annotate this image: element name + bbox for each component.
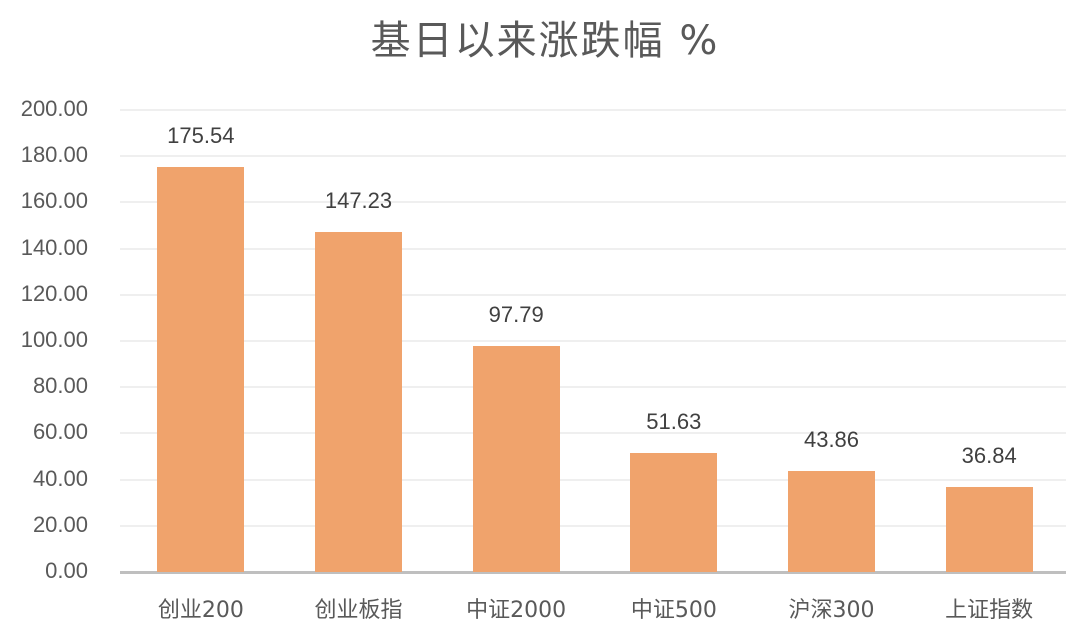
bar[interactable] xyxy=(472,346,560,572)
y-tick-label: 180.00 xyxy=(20,142,88,168)
y-tick-label: 40.00 xyxy=(32,465,88,491)
y-tick-label: 200.00 xyxy=(20,96,88,121)
gridline xyxy=(120,386,1066,389)
bar[interactable] xyxy=(157,166,245,572)
gridline xyxy=(120,247,1066,250)
gridline xyxy=(120,478,1066,481)
gridline xyxy=(120,293,1066,296)
bar[interactable] xyxy=(630,452,718,572)
gridline xyxy=(120,155,1066,158)
gridline xyxy=(120,109,1066,111)
x-tick-label: 中证2000 xyxy=(466,598,567,623)
data-label: 175.54 xyxy=(167,122,235,148)
x-tick-label: 沪深300 xyxy=(788,598,875,623)
x-axis-line xyxy=(120,571,1066,574)
bar[interactable] xyxy=(945,486,1033,572)
data-label: 97.79 xyxy=(488,302,544,328)
x-tick-label: 中证500 xyxy=(630,598,717,623)
chart-title: 基日以来涨跌幅 % xyxy=(370,18,720,64)
gridline xyxy=(120,432,1066,435)
bar[interactable] xyxy=(788,470,875,572)
y-tick-label: 160.00 xyxy=(20,188,88,214)
data-label: 51.63 xyxy=(646,408,702,434)
y-tick-label: 120.00 xyxy=(20,280,88,306)
y-tick-label: 20.00 xyxy=(32,511,88,537)
gridline xyxy=(120,340,1066,342)
x-tick-label: 上证指数 xyxy=(945,598,1034,623)
y-tick-label: 0.00 xyxy=(45,558,88,583)
x-tick-label: 创业200 xyxy=(157,598,244,623)
gridline xyxy=(120,201,1066,204)
gridline xyxy=(120,524,1066,527)
x-tick-label: 创业板指 xyxy=(314,598,403,623)
plot-area: 175.54 147.23 97.79 51.63 43.86 36.84 xyxy=(120,109,1066,574)
bar[interactable] xyxy=(315,231,402,572)
y-tick-label: 100.00 xyxy=(20,327,88,352)
y-tick-label: 140.00 xyxy=(20,234,88,260)
y-tick-label: 60.00 xyxy=(32,419,88,445)
data-label: 36.84 xyxy=(961,442,1017,468)
data-label: 147.23 xyxy=(324,187,393,213)
y-tick-label: 80.00 xyxy=(32,373,88,399)
data-label: 43.86 xyxy=(803,426,860,452)
